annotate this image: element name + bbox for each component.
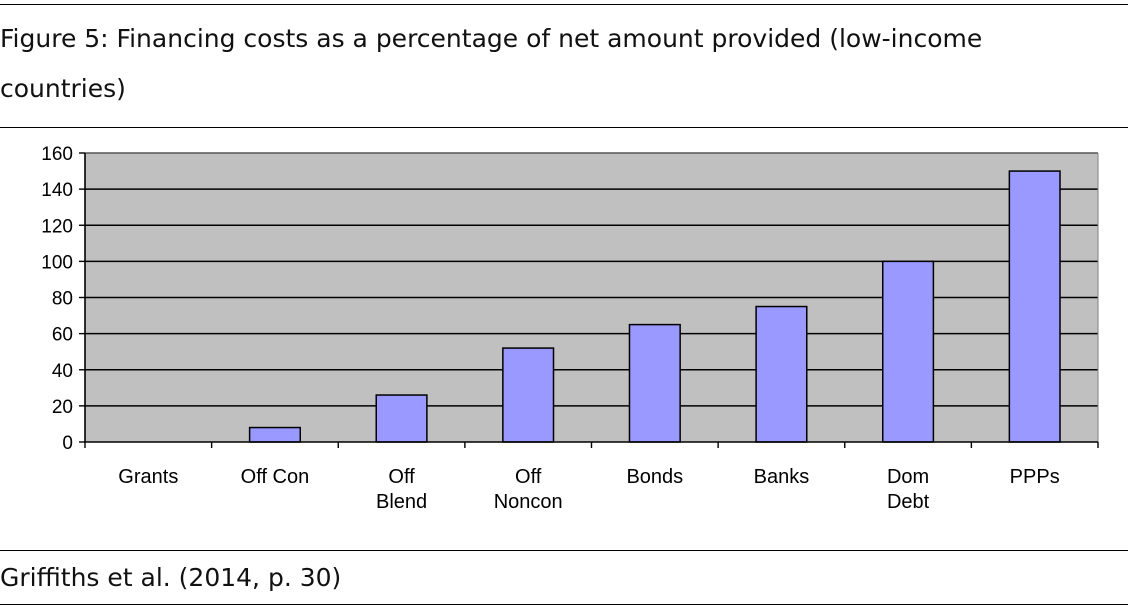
x-category-labels: Grants Off Con Off Blend Off Noncon Bonds Banks… <box>118 466 1059 513</box>
x-category-label-6: Dom Debt <box>887 466 930 513</box>
y-tick-labels: 0 20 40 60 80 100 120 140 160 <box>41 144 73 454</box>
y-tick-label-4: 80 <box>52 289 73 310</box>
figure-source: Griffiths et al. (2014, p. 30) <box>0 563 342 592</box>
y-tick-label-2: 40 <box>52 361 73 382</box>
bottom-rule <box>0 604 1128 605</box>
y-tick-label-0: 0 <box>62 433 73 454</box>
bar-dom-debt <box>881 260 935 443</box>
x-category-label-5: Banks <box>754 466 810 488</box>
y-tick-label-3: 60 <box>52 325 73 346</box>
bar-ppps <box>1008 170 1061 443</box>
figure-caption: Figure 5: Financing costs as a percentag… <box>0 24 983 103</box>
x-category-label-4: Bonds <box>626 466 683 488</box>
bar-off-con <box>248 426 302 443</box>
source-rule <box>0 550 1128 551</box>
x-category-label-0: Grants <box>118 466 178 488</box>
x-category-label-1: Off Con <box>241 466 310 488</box>
axes <box>79 152 1099 448</box>
y-tick-label-6: 120 <box>41 216 73 237</box>
bar-off-blend <box>375 394 428 443</box>
y-tick-label-5: 100 <box>41 252 73 273</box>
x-category-label-3: Off Noncon <box>494 466 563 513</box>
bar-bonds <box>628 323 681 443</box>
caption-rule <box>0 127 1128 128</box>
bar-off-noncon <box>502 347 555 443</box>
y-tick-label-7: 140 <box>41 180 73 201</box>
x-category-label-7: PPPs <box>1010 466 1060 488</box>
bar-banks <box>755 305 808 443</box>
x-category-label-2: Off Blend <box>376 466 427 513</box>
bar-chart: 0 20 40 60 80 100 120 140 160 Grants Off Con Off Bl… <box>41 144 1099 513</box>
top-rule <box>0 4 1128 5</box>
y-tick-label-1: 20 <box>52 397 73 418</box>
bars <box>248 170 1061 443</box>
y-tick-label-8: 160 <box>41 144 73 165</box>
